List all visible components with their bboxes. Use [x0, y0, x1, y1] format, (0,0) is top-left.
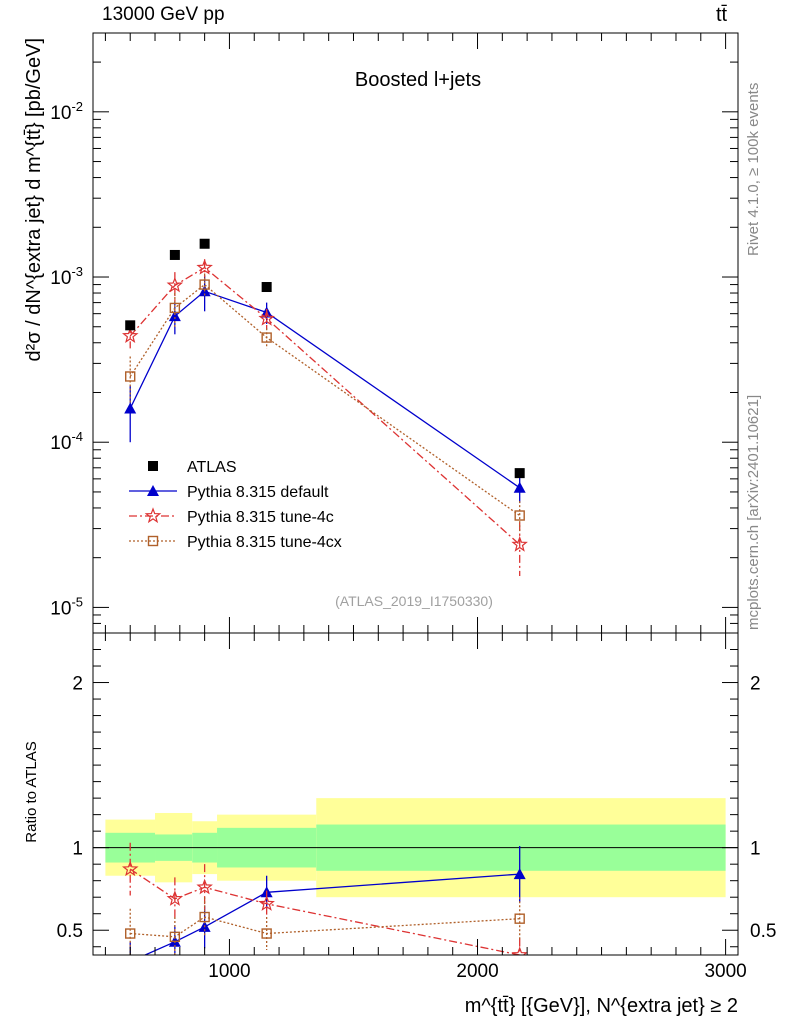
star-marker — [258, 895, 275, 911]
analysis-watermark: (ATLAS_2019_I1750330) — [335, 593, 493, 609]
square-marker — [199, 279, 210, 290]
series-0 — [124, 275, 526, 503]
legend-label: ATLAS — [187, 459, 237, 476]
star-marker — [196, 878, 213, 895]
x-axis-label: m^{tt̄} [{GeV}], N^{extra jet} ≥ 2 — [465, 995, 738, 1017]
star-marker — [121, 860, 139, 877]
square-marker — [261, 332, 272, 343]
ratio-line — [130, 916, 520, 938]
atlas-data — [125, 238, 525, 479]
chart-title: Boosted l+jets — [355, 69, 481, 91]
axis-labels: Boosted l+jets (ATLAS_2019_I1750330) m^{… — [23, 38, 738, 1017]
y-tick-label: 10-4 — [50, 429, 83, 454]
star-marker — [166, 890, 184, 906]
square-marker — [261, 928, 272, 939]
data-marker — [169, 249, 180, 260]
ratio-tick-label-right: 1 — [750, 839, 761, 860]
square-marker — [514, 510, 525, 521]
x-tick-label: 2000 — [456, 961, 498, 982]
star-marker — [144, 507, 162, 524]
data-marker — [148, 461, 158, 471]
series-line — [129, 266, 521, 546]
star-marker — [196, 258, 213, 275]
ratio-tick-label-right: 2 — [750, 674, 761, 695]
star-marker — [258, 309, 275, 326]
header-process-label: 13000 GeV pp — [102, 4, 225, 25]
legend-entry: Pythia 8.315 tune-4c — [129, 507, 334, 526]
legend-label: Pythia 8.315 default — [187, 484, 329, 501]
legend-entry: ATLAS — [148, 459, 237, 476]
ratio-tick-label-right: 0.5 — [750, 921, 776, 942]
triangle-marker — [124, 402, 137, 414]
triangle-marker — [147, 485, 159, 496]
ratio-tick-label: 0.5 — [57, 921, 83, 942]
legend-entry: Pythia 8.315 default — [129, 484, 329, 501]
y-tick-label: 10-3 — [50, 264, 83, 289]
y-axis-label: d²σ / dN^{extra jet} d m^{tt̄} [pb/GeV] — [23, 38, 45, 362]
series-1 — [121, 258, 528, 576]
legend: ATLAS Pythia 8.315 default Pythia 8.315 tu… — [129, 459, 342, 551]
square-marker — [125, 371, 136, 382]
data-marker — [261, 282, 272, 293]
square-marker — [169, 302, 181, 314]
star-marker — [511, 535, 528, 552]
star-marker — [121, 327, 139, 343]
ratio-tick-label: 2 — [72, 674, 83, 695]
square-marker — [514, 913, 525, 924]
x-tick-label: 1000 — [208, 961, 250, 982]
square-marker — [199, 911, 210, 923]
data-marker — [125, 320, 136, 331]
triangle-marker — [513, 868, 526, 880]
ratio-axis-label: Ratio to ATLAS — [23, 741, 40, 842]
square-marker — [125, 928, 136, 939]
ratio-series-2 — [125, 897, 525, 955]
star-marker — [511, 946, 528, 955]
legend-label: Pythia 8.315 tune-4c — [187, 509, 334, 526]
triangle-marker — [513, 481, 526, 493]
header-final-state-label: tt̄ — [716, 4, 728, 26]
legend-entry: Pythia 8.315 tune-4cx — [129, 534, 342, 551]
legend-label: Pythia 8.315 tune-4cx — [187, 534, 342, 551]
series-line — [129, 283, 521, 517]
series-2 — [125, 273, 525, 534]
y-tick-label: 10-2 — [50, 99, 83, 124]
triangle-marker — [168, 310, 181, 322]
square-marker — [169, 931, 181, 943]
data-marker — [514, 468, 525, 479]
x-tick-label: 3000 — [704, 961, 746, 982]
square-marker — [147, 535, 159, 547]
data-marker — [199, 238, 210, 249]
ratio-plot-frame — [92, 632, 739, 956]
ratio-series-1 — [121, 842, 528, 955]
series-layer — [121, 238, 528, 955]
ratio-tick-label: 1 — [72, 839, 83, 860]
y-tick-label: 10-5 — [50, 594, 83, 619]
star-marker — [166, 276, 184, 293]
